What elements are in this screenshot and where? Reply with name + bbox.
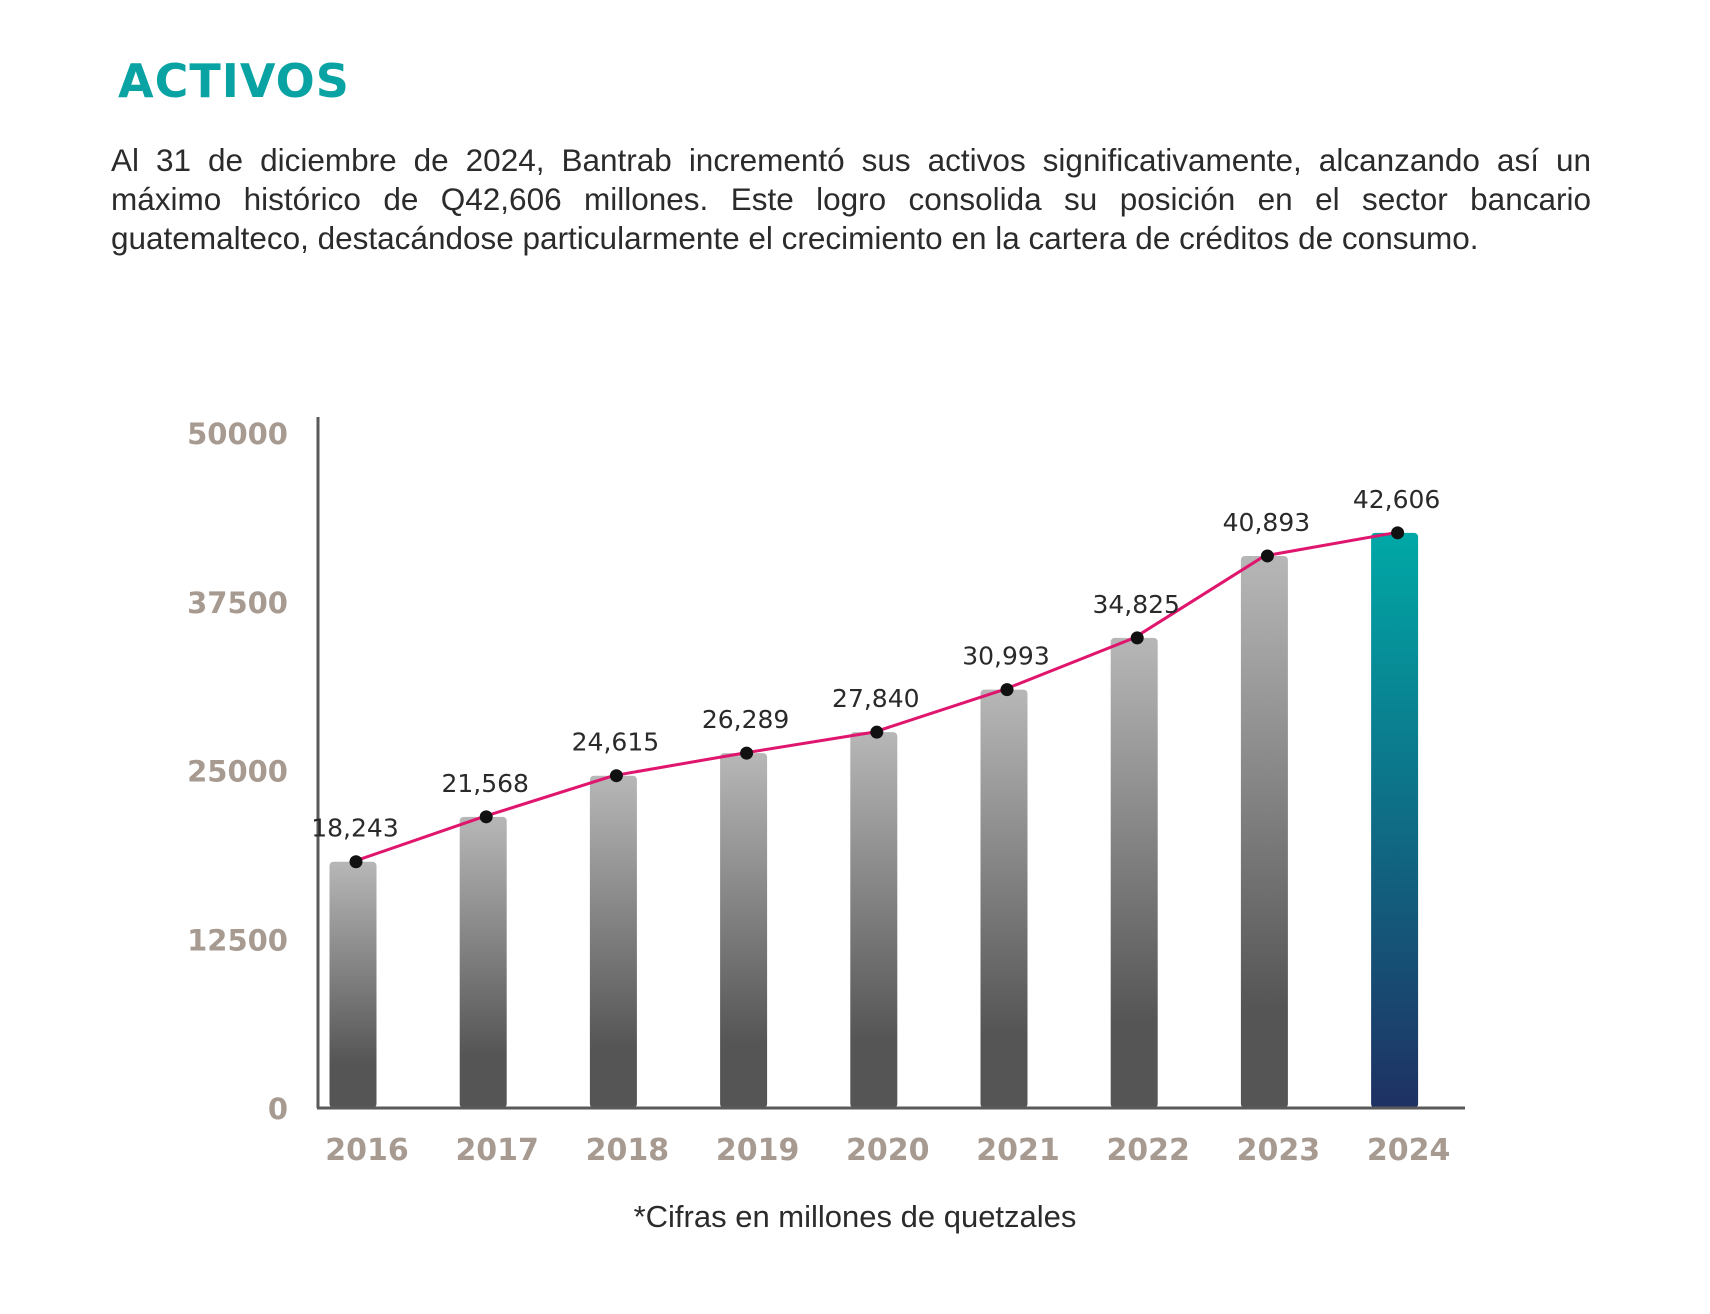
bar-2023 [1240, 555, 1288, 1108]
section-title: ACTIVOS [118, 54, 350, 108]
x-tick-label: 2024 [1367, 1133, 1451, 1168]
x-tick-label: 2023 [1237, 1133, 1321, 1168]
y-tick-label: 50000 [187, 417, 288, 451]
trend-marker [1260, 549, 1274, 563]
x-tick-label: 2021 [976, 1133, 1060, 1168]
trend-marker [1391, 526, 1405, 540]
trend-marker [609, 769, 623, 783]
y-tick-label: 25000 [187, 755, 288, 789]
bar-2016 [329, 861, 377, 1108]
bar-2017 [459, 816, 507, 1108]
bar-2020 [850, 732, 898, 1108]
data-label: 42,606 [1353, 485, 1440, 514]
y-tick-label: 37500 [187, 586, 288, 620]
data-label: 34,825 [1092, 590, 1179, 619]
bar-2019 [720, 753, 768, 1108]
trend-marker [870, 725, 884, 739]
x-tick-label: 2020 [846, 1133, 930, 1168]
data-label: 21,568 [441, 769, 528, 798]
data-label: 24,615 [572, 728, 659, 757]
data-label: 18,243 [311, 814, 398, 843]
trend-marker [479, 810, 493, 824]
bar-2024 [1371, 532, 1419, 1108]
x-tick-label: 2017 [455, 1133, 539, 1168]
x-tick-label: 2016 [325, 1133, 409, 1168]
bar-2021 [980, 689, 1028, 1108]
bar-2018 [589, 775, 637, 1108]
y-tick-label: 0 [268, 1092, 288, 1126]
data-label: 26,289 [702, 705, 789, 734]
y-tick-label: 12500 [187, 923, 288, 957]
x-tick-label: 2018 [586, 1133, 670, 1168]
chart-note: *Cifras en millones de quetzales [634, 1199, 1077, 1234]
trend-marker [740, 746, 754, 760]
intro-paragraph: Al 31 de diciembre de 2024, Bantrab incr… [111, 142, 1591, 256]
trend-markers [349, 526, 1405, 869]
trend-marker [1000, 683, 1014, 697]
x-tick-label: 2022 [1106, 1133, 1190, 1168]
data-label: 27,840 [832, 684, 919, 713]
bar-2022 [1110, 637, 1158, 1108]
y-axis-labels: 0 12500 25000 37500 50000 [187, 417, 288, 1126]
data-label: 40,893 [1223, 508, 1310, 537]
data-label: 30,993 [962, 642, 1049, 671]
trend-marker [349, 855, 363, 869]
data-labels: 18,243 21,568 24,615 26,289 27,840 30,993 34,8… [311, 485, 1440, 843]
trend-marker [1130, 631, 1144, 645]
bars [329, 532, 1419, 1108]
x-axis-labels: 2016 2017 2018 2019 2020 2021 2022 2023 2024 [325, 1133, 1450, 1168]
x-tick-label: 2019 [716, 1133, 800, 1168]
